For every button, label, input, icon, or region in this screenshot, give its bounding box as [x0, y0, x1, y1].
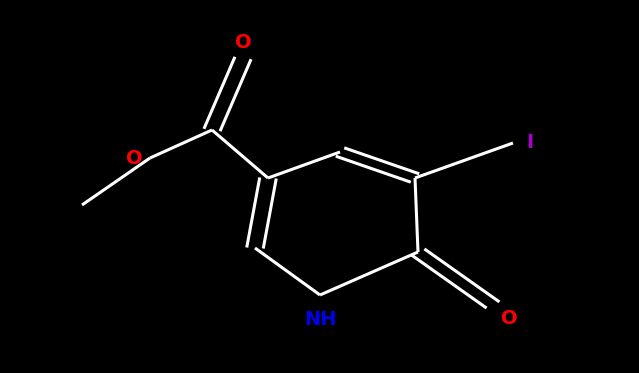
- Text: O: O: [501, 309, 518, 328]
- Text: O: O: [126, 148, 142, 167]
- Text: I: I: [526, 134, 533, 153]
- Text: O: O: [235, 34, 251, 52]
- Text: NH: NH: [304, 310, 336, 329]
